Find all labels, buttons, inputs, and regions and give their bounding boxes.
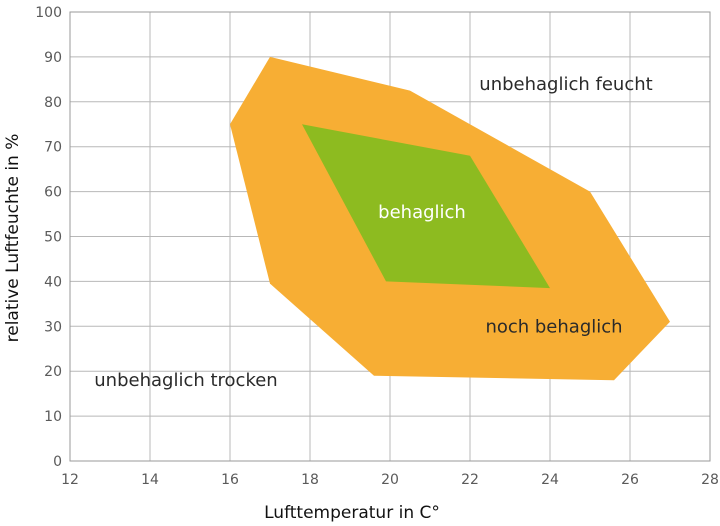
regions (230, 56, 670, 381)
y-axis-title: relative Luftfeuchte in % (3, 134, 23, 343)
x-tick-label: 22 (461, 472, 479, 488)
x-tick-label: 20 (381, 472, 399, 488)
region-labels: unbehaglich feucht behaglich noch behaglic… (94, 74, 652, 391)
y-tick-label: 100 (35, 5, 62, 21)
y-tick-label: 90 (44, 50, 62, 66)
x-tick-labels: 12 14 16 18 20 22 24 26 28 (61, 472, 719, 488)
y-tick-label: 0 (53, 454, 62, 470)
x-axis-title: Lufttemperatur in C° (264, 503, 440, 523)
y-tick-label: 10 (44, 409, 62, 425)
x-tick-label: 28 (701, 472, 719, 488)
y-tick-label: 20 (44, 364, 62, 380)
annotation-unbehaglich-feucht: unbehaglich feucht (479, 74, 652, 95)
y-tick-label: 60 (44, 185, 62, 201)
y-tick-label: 30 (44, 319, 62, 335)
x-tick-label: 18 (301, 472, 319, 488)
plot-frame (69, 11, 711, 462)
y-tick-label: 80 (44, 95, 62, 111)
x-tick-label: 24 (541, 472, 559, 488)
region-behaglich (302, 124, 550, 289)
plot-border (69, 11, 711, 462)
x-tick-label: 16 (221, 472, 239, 488)
y-tick-label: 70 (44, 140, 62, 156)
y-tick-labels: 0 10 20 30 40 50 60 70 80 90 100 (35, 5, 62, 470)
x-tick-label: 14 (141, 472, 159, 488)
annotation-behaglich: behaglich (378, 202, 466, 223)
annotation-noch-behaglich: noch behaglich (485, 316, 622, 337)
x-tick-label: 26 (621, 472, 639, 488)
annotation-unbehaglich-trocken: unbehaglich trocken (94, 370, 277, 391)
y-tick-label: 40 (44, 274, 62, 290)
x-tick-label: 12 (61, 472, 79, 488)
y-tick-label: 50 (44, 230, 62, 246)
